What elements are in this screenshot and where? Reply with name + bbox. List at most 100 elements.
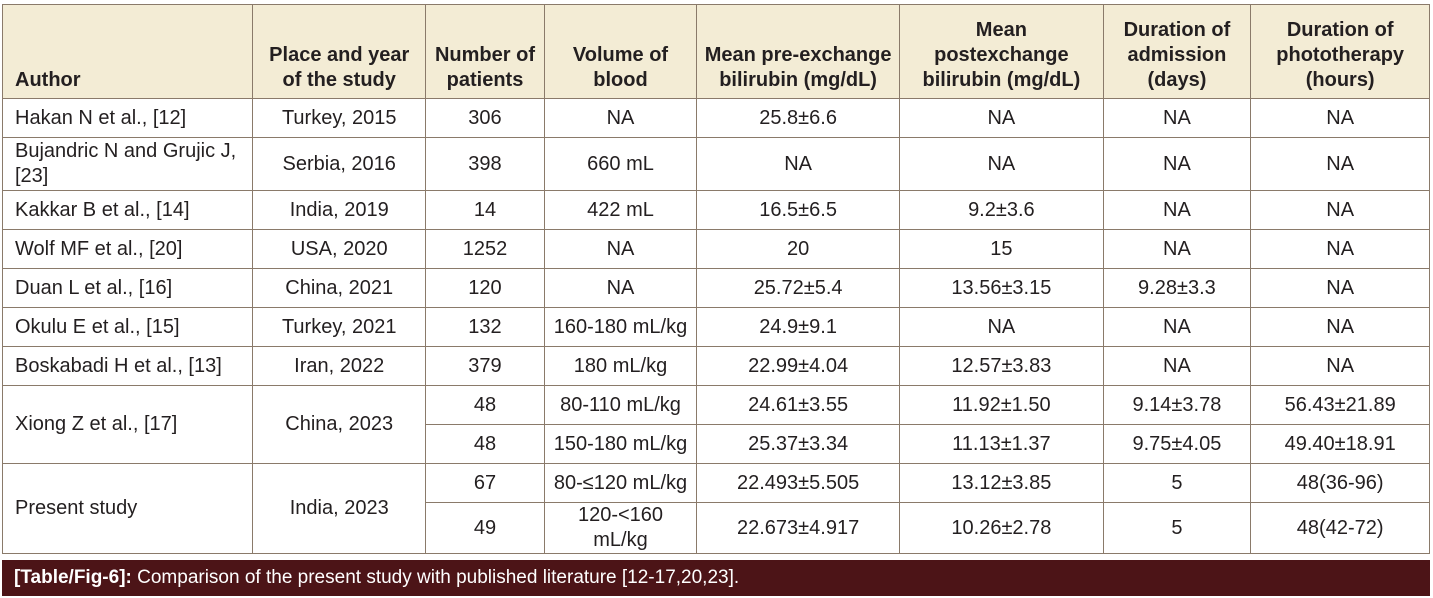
place-cell: Turkey, 2021 [252, 307, 426, 347]
phototherapy-cell: NA [1250, 98, 1430, 138]
phototherapy-cell: NA [1250, 268, 1430, 308]
pre-bilirubin-cell: 25.37±3.34 [695, 424, 901, 464]
admission-cell: NA [1102, 307, 1252, 347]
post-bilirubin-cell: NA [899, 137, 1104, 191]
phototherapy-cell: NA [1250, 229, 1430, 269]
phototherapy-cell: 56.43±21.89 [1250, 385, 1430, 425]
admission-cell: NA [1102, 98, 1252, 138]
post-bilirubin-cell: 11.92±1.50 [899, 385, 1104, 425]
place-cell: India, 2023 [252, 463, 426, 554]
patients-cell: 132 [424, 307, 546, 347]
volume-cell: NA [544, 229, 697, 269]
place-cell: Serbia, 2016 [252, 137, 426, 191]
header-patients: Number of patients [424, 4, 546, 99]
table-row: Hakan N et al., [12] Turkey, 2015 306 NA 25.… [1, 98, 1430, 138]
patients-cell: 48 [424, 385, 546, 425]
volume-cell: 660 mL [544, 137, 697, 191]
header-post-bilirubin: Mean postexchange bilirubin (mg/dL) [899, 4, 1104, 99]
admission-cell: NA [1102, 346, 1252, 386]
post-bilirubin-cell: 9.2±3.6 [899, 190, 1104, 230]
author-cell: Xiong Z et al., [17] [1, 385, 254, 464]
admission-cell: NA [1102, 190, 1252, 230]
patients-cell: 67 [424, 463, 546, 503]
volume-cell: 80-≤120 mL/kg [544, 463, 697, 503]
admission-cell: NA [1102, 229, 1252, 269]
phototherapy-cell: NA [1250, 137, 1430, 191]
post-bilirubin-cell: 12.57±3.83 [899, 346, 1104, 386]
post-bilirubin-cell: 10.26±2.78 [899, 502, 1104, 554]
caption-label: [Table/Fig-6]: [14, 567, 132, 588]
phototherapy-cell: 49.40±18.91 [1250, 424, 1430, 464]
place-cell: India, 2019 [252, 190, 426, 230]
post-bilirubin-cell: 11.13±1.37 [899, 424, 1104, 464]
author-cell: Boskabadi H et al., [13] [1, 346, 254, 386]
place-cell: USA, 2020 [252, 229, 426, 269]
volume-cell: 160-180 mL/kg [544, 307, 697, 347]
table-row: Xiong Z et al., [17] China, 2023 48 80-110 … [1, 385, 1430, 464]
pre-bilirubin-cell: 22.493±5.505 [695, 463, 901, 503]
pre-bilirubin-cell: 24.61±3.55 [695, 385, 901, 425]
table-row: Okulu E et al., [15] Turkey, 2021 132 160-1… [1, 307, 1430, 347]
header-place: Place and year of the study [252, 4, 426, 99]
pre-bilirubin-cell: 20 [695, 229, 901, 269]
patients-cell: 306 [424, 98, 546, 138]
place-cell: China, 2021 [252, 268, 426, 308]
post-bilirubin-cell: 13.12±3.85 [899, 463, 1104, 503]
author-cell: Kakkar B et al., [14] [1, 190, 254, 230]
phototherapy-cell: NA [1250, 190, 1430, 230]
header-row: Author Place and year of the study Numbe… [1, 4, 1430, 99]
phototherapy-cell: 48(42-72) [1250, 502, 1430, 554]
pre-bilirubin-cell: 16.5±6.5 [695, 190, 901, 230]
header-volume: Volume of blood [544, 4, 697, 99]
header-phototherapy: Duration of phototherapy (hours) [1250, 4, 1430, 99]
table-row: Wolf MF et al., [20] USA, 2020 1252 NA 20 15 N… [1, 229, 1430, 269]
pre-bilirubin-cell: 25.8±6.6 [695, 98, 901, 138]
author-cell: Bujandric N and Grujic J, [23] [1, 137, 254, 191]
patients-cell: 1252 [424, 229, 546, 269]
admission-cell: 5 [1102, 502, 1252, 554]
patients-cell: 379 [424, 346, 546, 386]
post-bilirubin-cell: NA [899, 98, 1104, 138]
pre-bilirubin-cell: NA [695, 137, 901, 191]
table-row: Boskabadi H et al., [13] Iran, 2022 379 180… [1, 346, 1430, 386]
pre-bilirubin-cell: 22.99±4.04 [695, 346, 901, 386]
pre-bilirubin-cell: 22.673±4.917 [695, 502, 901, 554]
volume-cell: 120-<160 mL/kg [544, 502, 697, 554]
header-admission: Duration of admission (days) [1102, 4, 1252, 99]
admission-cell: 9.75±4.05 [1102, 424, 1252, 464]
volume-cell: 150-180 mL/kg [544, 424, 697, 464]
caption-text: Comparison of the present study with pub… [131, 567, 740, 588]
author-cell: Hakan N et al., [12] [1, 98, 254, 138]
patients-cell: 14 [424, 190, 546, 230]
table-row: Bujandric N and Grujic J, [23] Serbia, 20… [1, 137, 1430, 191]
table-row: 49 120-<160 mL/kg 22.673±4.917 10.26±2.78 5 4… [3, 502, 1430, 554]
phototherapy-cell: NA [1250, 307, 1430, 347]
admission-cell: 5 [1102, 463, 1252, 503]
table-row: Present study India, 2023 67 80-≤120 mL/kg 2… [1, 463, 1430, 554]
place-cell: China, 2023 [252, 385, 426, 464]
volume-cell: 80-110 mL/kg [544, 385, 697, 425]
patients-cell: 49 [424, 502, 546, 554]
header-pre-bilirubin: Mean pre-exchange bilirubin (mg/dL) [695, 4, 901, 99]
comparison-table: Author Place and year of the study Numbe… [1, 4, 1430, 554]
pre-bilirubin-cell: 24.9±9.1 [695, 307, 901, 347]
patients-cell: 120 [424, 268, 546, 308]
post-bilirubin-cell: 15 [899, 229, 1104, 269]
phototherapy-cell: 48(36-96) [1250, 463, 1430, 503]
patients-cell: 48 [424, 424, 546, 464]
table-body: Hakan N et al., [12] Turkey, 2015 306 NA 25.… [1, 98, 1430, 554]
admission-cell: 9.14±3.78 [1102, 385, 1252, 425]
table-row: Duan L et al., [16] China, 2021 120 NA 25.72… [1, 268, 1430, 308]
post-bilirubin-cell: 13.56±3.15 [899, 268, 1104, 308]
volume-cell: NA [544, 98, 697, 138]
patients-cell: 398 [424, 137, 546, 191]
phototherapy-cell: NA [1250, 346, 1430, 386]
author-cell: Wolf MF et al., [20] [1, 229, 254, 269]
pre-bilirubin-cell: 25.72±5.4 [695, 268, 901, 308]
post-bilirubin-cell: NA [899, 307, 1104, 347]
volume-cell: NA [544, 268, 697, 308]
table-row: Kakkar B et al., [14] India, 2019 14 422 mL… [1, 190, 1430, 230]
header-author: Author [1, 4, 254, 99]
author-cell: Duan L et al., [16] [1, 268, 254, 308]
